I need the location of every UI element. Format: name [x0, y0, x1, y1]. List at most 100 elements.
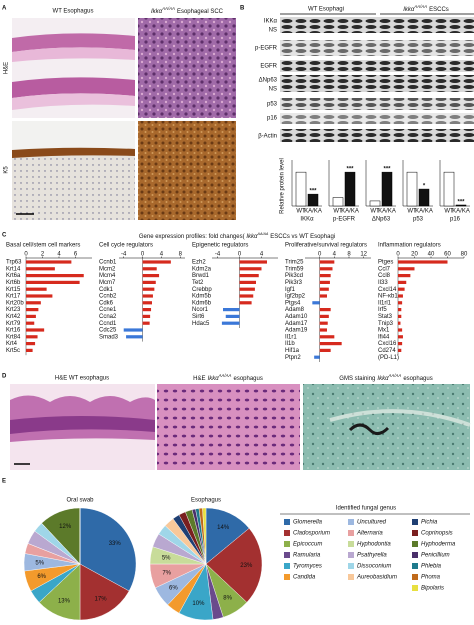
image-title-part: esophagus [403, 376, 432, 382]
bar [142, 314, 151, 318]
column-title-part: AA/AA [161, 6, 175, 11]
bar [418, 188, 430, 207]
bar [307, 193, 319, 207]
image-title-part: GMS staining [339, 376, 375, 382]
x-tick-label: 4 [260, 252, 264, 258]
legend-swatch [412, 530, 418, 536]
bar [406, 171, 418, 207]
legend-label: Bipolaris [421, 586, 444, 592]
group-title: Cell cycle regulators [99, 243, 153, 249]
panel-title-part: Gene expression profiles: fold changes( [139, 234, 245, 240]
legend-swatch [348, 541, 354, 547]
x-tick-label: -4 [121, 252, 127, 258]
gene-label: Cdk6 [99, 300, 114, 306]
gene-label: Krt20b [6, 300, 24, 306]
bar [142, 260, 171, 264]
bar [142, 287, 155, 291]
gene-label: Cxcl14 [378, 287, 397, 293]
bar [239, 267, 262, 271]
legend-swatch [412, 563, 418, 569]
gene-label: Il1b [285, 341, 295, 347]
row-title: H&E [4, 62, 10, 74]
bar [26, 308, 39, 312]
bar [319, 321, 328, 325]
legend-label: Ramularia [293, 553, 321, 559]
x-tick-label: 0 [238, 252, 242, 258]
bar [239, 274, 259, 278]
gene-label: Il1rl1 [378, 300, 392, 306]
column-title-part: Ikkα [403, 7, 415, 13]
gene-label: Mcm7 [99, 280, 116, 286]
gene-label: Adam8 [285, 307, 305, 313]
slice-label: 5% [35, 560, 44, 566]
bar [332, 197, 344, 207]
gene-label: Pik3r3 [285, 280, 303, 286]
column-title: IkkαAA/AAESCCs [403, 4, 449, 13]
bar [142, 308, 152, 312]
bar [314, 355, 320, 359]
gene-label: Ccnd1 [99, 321, 117, 327]
legend-swatch [348, 552, 354, 558]
significance: * [423, 184, 426, 190]
gene-label: Ptges [378, 260, 393, 266]
gene-label: Hif1a [285, 348, 300, 354]
x-tick-label: KA/KA [378, 209, 396, 215]
group-title: Proliferative/survival regulators [285, 243, 367, 249]
column-title-part: ESCCs [429, 7, 449, 13]
bar [26, 314, 36, 318]
panel-d-images [10, 384, 471, 470]
pie-slice [202, 507, 207, 565]
bar [455, 204, 467, 207]
legend-label: Dissoconium [357, 564, 391, 570]
column-title-part: Esophageal SCC [177, 9, 224, 15]
slice-label: 14% [217, 525, 230, 531]
gene-label: Ccl8 [378, 273, 391, 279]
bar [142, 321, 150, 325]
gene-label: Krt16 [6, 328, 21, 334]
legend-swatch [284, 552, 290, 558]
blot-label: NS [269, 28, 277, 34]
gene-label: Krt23 [6, 307, 21, 313]
gene-label: Ccl7 [378, 266, 391, 272]
slice-label: 7% [162, 570, 171, 576]
bar [239, 280, 256, 284]
blot-label: ΔNp63 [259, 78, 278, 84]
gene-label: Igf1 [285, 287, 296, 293]
column-title-part: AA/AA [413, 4, 427, 9]
pie-slice [79, 507, 137, 592]
bar [319, 287, 329, 291]
legend-swatch [284, 519, 290, 525]
gene-label: Krt79 [6, 321, 21, 327]
bar [225, 314, 240, 318]
legend-swatch [412, 574, 418, 580]
legend-swatch [284, 563, 290, 569]
slice-label: 6% [169, 585, 178, 591]
bar [26, 287, 47, 291]
slice-label: 23% [240, 563, 253, 569]
blot-label: β-Actin [258, 134, 277, 140]
gene-label: Crebbp [192, 287, 212, 293]
gene-label: Kdm6b [192, 300, 212, 306]
gene-label: Krt17 [6, 294, 21, 300]
legend-swatch [412, 541, 418, 547]
x-tick-label: 4 [333, 252, 337, 258]
image-title-part: Ikkα [377, 376, 389, 382]
x-tick-label: 40 [428, 252, 435, 258]
gene-label: Ccna2 [99, 314, 117, 320]
bar [239, 294, 254, 298]
bar [398, 260, 448, 264]
significance: *** [383, 167, 391, 173]
legend-label: Epicoccum [293, 542, 322, 548]
panel-b-blots [280, 13, 474, 142]
x-tick-label: 0 [318, 252, 322, 258]
gene-label: Hdac5 [192, 321, 210, 327]
gene-label: Cdk1 [99, 287, 114, 293]
gene-label: Krt6a [6, 273, 21, 279]
bar [239, 301, 252, 305]
slice-label: 10% [192, 601, 205, 607]
gene-label: Mx1 [378, 328, 390, 334]
legend-swatch [348, 519, 354, 525]
blot-label: p16 [267, 116, 278, 122]
x-tick-label: WT [333, 209, 343, 215]
blot-label: p53 [267, 102, 278, 108]
